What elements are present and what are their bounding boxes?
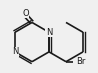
Text: N: N: [12, 47, 18, 56]
Text: Br: Br: [77, 57, 86, 66]
Text: O: O: [22, 9, 29, 18]
Text: N: N: [46, 28, 52, 37]
